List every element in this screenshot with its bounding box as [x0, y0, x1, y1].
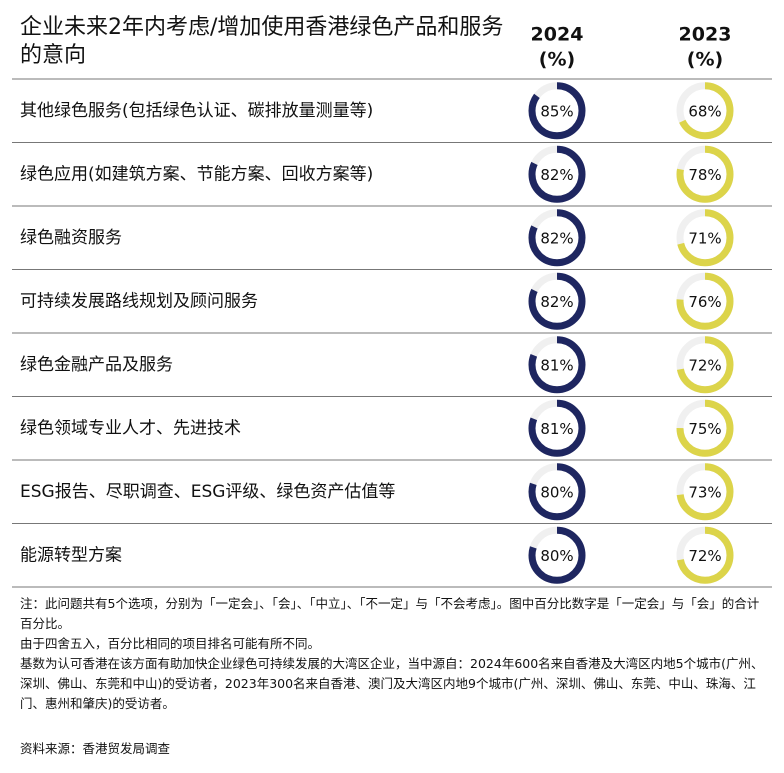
donut-arc	[676, 336, 734, 394]
donut-arc	[676, 463, 734, 521]
value-label: 75%	[688, 420, 721, 438]
donut-arc	[528, 272, 586, 330]
category-label: 可持续发展路线规划及顾问服务	[20, 291, 258, 311]
value-label: 82%	[540, 293, 573, 311]
value-label: 81%	[540, 356, 573, 374]
notes: 注：此问题共有5个选项，分别为「一定会」、「会」、「中立」、「不一定」与「不会考…	[20, 594, 765, 714]
donut-arc	[528, 145, 586, 203]
column-header: 2024	[531, 24, 584, 46]
donut-arc	[676, 82, 734, 140]
value-label: 68%	[688, 102, 721, 120]
value-label: 76%	[688, 293, 721, 311]
donut-arc	[528, 82, 586, 140]
value-label: 78%	[688, 166, 721, 184]
donut-arc	[676, 145, 734, 203]
chart: 2024 (%) 2023 (%) 其他绿色服务(包括绿色认证、碳排放量测量等) 85% 6…	[12, 24, 772, 588]
category-label: ESG报告、尽职调查、ESG评级、绿色资产估值等	[20, 482, 395, 502]
category-label: 能源转型方案	[20, 545, 122, 565]
value-label: 71%	[688, 229, 721, 247]
value-label: 72%	[688, 547, 721, 565]
note: 基数为认可香港在该方面有助加快企业绿色可持续发展的大湾区企业，当中源自：2024…	[20, 656, 764, 711]
category-label: 绿色融资服务	[20, 228, 122, 248]
donut-arc	[528, 399, 586, 457]
value-label: 73%	[688, 483, 721, 501]
chart-title: 企业未来2年内考虑/增加使用香港绿色产品和服务的意向	[20, 15, 504, 68]
value-label: 85%	[540, 102, 573, 120]
source: 资料来源：香港贸发局调查	[20, 741, 171, 756]
category-label: 绿色金融产品及服务	[20, 355, 173, 375]
note: 注：此问题共有5个选项，分别为「一定会」、「会」、「中立」、「不一定」与「不会考…	[20, 596, 760, 631]
category-label: 绿色领域专业人才、先进技术	[20, 418, 241, 438]
donut-arc	[676, 272, 734, 330]
value-label: 72%	[688, 356, 721, 374]
donut-arc	[676, 526, 734, 584]
value-label: 81%	[540, 420, 573, 438]
value-label: 82%	[540, 166, 573, 184]
value-label: 80%	[540, 547, 573, 565]
donut-arc	[528, 209, 586, 267]
category-label: 其他绿色服务(包括绿色认证、碳排放量测量等)	[20, 101, 373, 121]
column-header: 2023	[679, 24, 732, 46]
donut-arc	[676, 209, 734, 267]
category-label: 绿色应用(如建筑方案、节能方案、回收方案等)	[20, 164, 373, 184]
donut-arc	[676, 399, 734, 457]
column-unit: (%)	[687, 49, 723, 71]
column-unit: (%)	[539, 49, 575, 71]
value-label: 82%	[540, 229, 573, 247]
donut-arc	[528, 336, 586, 394]
note: 由于四舍五入，百分比相同的项目排名可能有所不同。	[20, 636, 321, 651]
value-label: 80%	[540, 483, 573, 501]
donut-arc	[528, 463, 586, 521]
donut-arc	[528, 526, 586, 584]
